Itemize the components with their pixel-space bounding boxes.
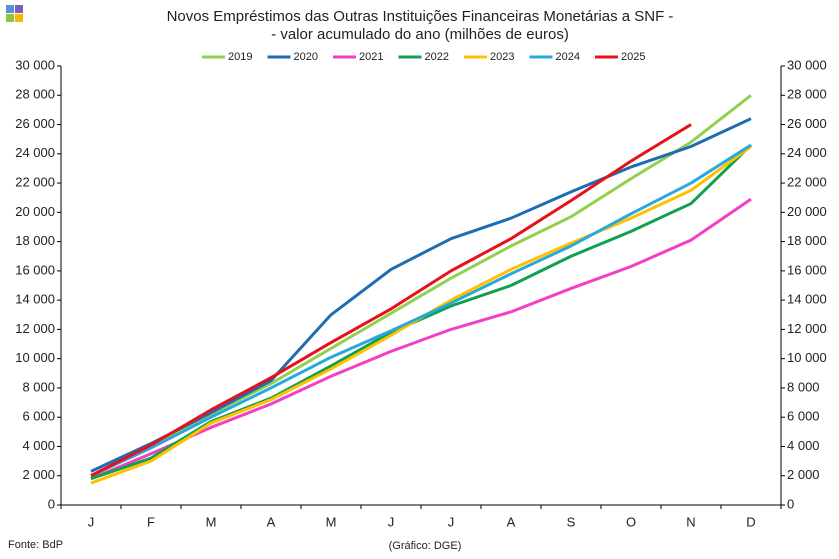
y2-tick-label: 20 000 xyxy=(787,204,827,219)
legend-label: 2021 xyxy=(359,51,383,63)
series-line xyxy=(90,123,692,478)
y-tick-label: 12 000 xyxy=(15,321,55,336)
credit: (Gráfico: DGE) xyxy=(389,540,462,552)
x-tick-label: A xyxy=(267,514,276,529)
logo-square xyxy=(6,14,14,22)
y2-tick-label: 6 000 xyxy=(787,409,820,424)
legend-label: 2024 xyxy=(556,51,580,63)
y-tick-label: 8 000 xyxy=(22,379,55,394)
y2-tick-label: 0 xyxy=(787,496,794,511)
x-tick-label: J xyxy=(448,514,455,529)
logo-square xyxy=(15,5,23,13)
logo-square xyxy=(6,5,14,13)
y-tick-label: 20 000 xyxy=(15,204,55,219)
logo-square xyxy=(15,14,23,22)
y2-tick-label: 26 000 xyxy=(787,116,827,131)
series-line xyxy=(90,94,752,478)
y-tick-label: 24 000 xyxy=(15,145,55,160)
y-tick-label: 18 000 xyxy=(15,233,55,248)
x-tick-label: M xyxy=(206,514,217,529)
x-tick-label: F xyxy=(147,514,155,529)
x-tick-label: J xyxy=(388,514,395,529)
y2-tick-label: 12 000 xyxy=(787,321,827,336)
legend-label: 2023 xyxy=(490,51,514,63)
legend-label: 2020 xyxy=(294,51,318,63)
y-tick-label: 2 000 xyxy=(22,467,55,482)
logo xyxy=(6,5,23,22)
x-tick-label: S xyxy=(567,514,576,529)
legend-label: 2022 xyxy=(425,51,449,63)
x-tick-label: J xyxy=(88,514,95,529)
y-tick-label: 10 000 xyxy=(15,350,55,365)
y-tick-label: 4 000 xyxy=(22,438,55,453)
x-tick-label: M xyxy=(326,514,337,529)
x-tick-label: N xyxy=(686,514,695,529)
y2-tick-label: 14 000 xyxy=(787,292,827,307)
y2-tick-label: 8 000 xyxy=(787,379,820,394)
legend-label: 2019 xyxy=(228,51,252,63)
y-tick-label: 16 000 xyxy=(15,262,55,277)
y2-tick-label: 30 000 xyxy=(787,57,827,72)
y2-tick-label: 22 000 xyxy=(787,175,827,190)
y-tick-label: 30 000 xyxy=(15,57,55,72)
x-tick-label: O xyxy=(626,514,636,529)
y-tick-label: 6 000 xyxy=(22,409,55,424)
y2-tick-label: 24 000 xyxy=(787,145,827,160)
y-tick-label: 28 000 xyxy=(15,87,55,102)
series-line xyxy=(90,145,752,485)
x-tick-label: D xyxy=(746,514,755,529)
y-tick-label: 14 000 xyxy=(15,292,55,307)
y2-tick-label: 2 000 xyxy=(787,467,820,482)
chart-title: Novos Empréstimos das Outras Instituiçõe… xyxy=(167,8,674,25)
y-tick-label: 26 000 xyxy=(15,116,55,131)
y2-tick-label: 10 000 xyxy=(787,350,827,365)
source: Fonte: BdP xyxy=(8,539,63,551)
y2-tick-label: 28 000 xyxy=(787,87,827,102)
y-tick-label: 0 xyxy=(48,496,55,511)
y2-tick-label: 16 000 xyxy=(787,262,827,277)
x-tick-label: A xyxy=(507,514,516,529)
y2-tick-label: 18 000 xyxy=(787,233,827,248)
series-line xyxy=(90,117,752,473)
y-tick-label: 22 000 xyxy=(15,175,55,190)
series-line xyxy=(90,197,752,481)
chart-title: - valor acumulado do ano (milhões de eur… xyxy=(271,26,569,43)
series-line xyxy=(90,143,752,478)
legend-label: 2025 xyxy=(621,51,645,63)
y2-tick-label: 4 000 xyxy=(787,438,820,453)
